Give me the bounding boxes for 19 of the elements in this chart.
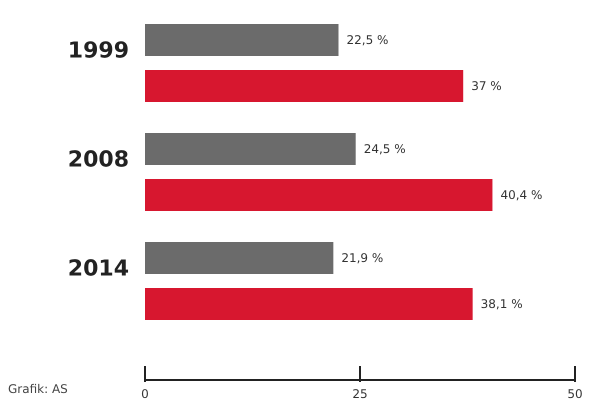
x-tick-label: 25	[352, 387, 368, 400]
x-tick-label: 50	[567, 387, 583, 400]
data-label: 38,1 %	[480, 297, 523, 311]
bar	[145, 288, 473, 320]
data-label: 37 %	[471, 79, 502, 93]
y-tick-label: 1999	[68, 38, 129, 64]
x-tick-label: 0	[141, 387, 149, 400]
data-label: 40,4 %	[500, 188, 542, 202]
y-tick-label: 2014	[68, 256, 129, 282]
bar	[145, 70, 464, 102]
bar	[145, 179, 492, 211]
bar	[145, 24, 338, 56]
bar	[145, 242, 334, 274]
y-tick-label: 2008	[68, 148, 129, 172]
data-label: 24,5 %	[364, 142, 406, 156]
data-label: 21,9 %	[341, 251, 384, 265]
data-label: 22,5 %	[346, 33, 388, 47]
text: Grafik: AS	[8, 382, 68, 396]
bar	[145, 133, 356, 165]
